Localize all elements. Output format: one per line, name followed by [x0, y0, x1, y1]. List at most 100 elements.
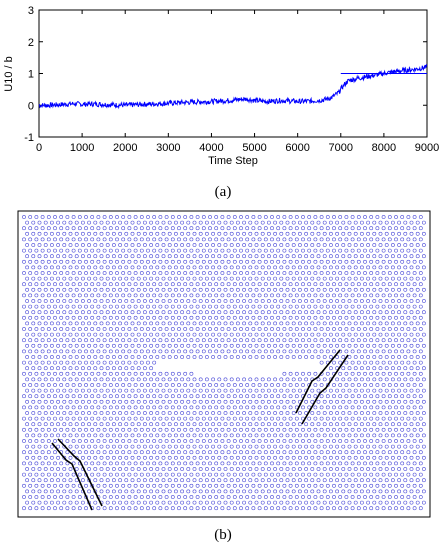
- lattice-point: [282, 259, 287, 264]
- lattice-point: [307, 327, 312, 331]
- lattice-point: [403, 478, 408, 483]
- lattice-point: [353, 377, 358, 382]
- lattice-point: [102, 360, 107, 365]
- lattice-point: [319, 271, 324, 275]
- lattice-point: [53, 495, 57, 499]
- lattice-point: [115, 338, 119, 343]
- lattice-point: [338, 248, 343, 253]
- lattice-point: [136, 500, 141, 505]
- lattice-point: [77, 248, 82, 253]
- lattice-point: [390, 243, 395, 247]
- lattice-point: [142, 478, 147, 483]
- lattice-point: [74, 366, 79, 371]
- lattice-point: [307, 483, 312, 488]
- lattice-point: [400, 394, 405, 399]
- lattice-point: [183, 248, 188, 253]
- lattice-point: [220, 495, 225, 499]
- lattice-point: [34, 327, 39, 331]
- lattice-point: [146, 259, 150, 264]
- lattice-point: [74, 254, 79, 259]
- lattice-point: [325, 271, 330, 275]
- lattice-point: [291, 433, 296, 438]
- lattice-point: [152, 450, 157, 455]
- lattice-point: [288, 237, 293, 242]
- lattice-point: [167, 411, 172, 415]
- lattice-point: [139, 483, 144, 488]
- lattice-point: [217, 467, 222, 471]
- lattice-point: [390, 265, 395, 270]
- lattice-point: [173, 254, 178, 259]
- lattice-point: [266, 422, 271, 427]
- lattice-point: [381, 248, 386, 253]
- lattice-point: [127, 338, 132, 343]
- lattice-point: [71, 439, 76, 443]
- lattice-point: [301, 483, 305, 488]
- lattice-point: [173, 433, 178, 438]
- lattice-point: [338, 282, 343, 287]
- lattice-point: [124, 276, 129, 281]
- lattice-point: [353, 422, 358, 427]
- lattice-point: [149, 332, 154, 337]
- lattice-point: [25, 343, 30, 348]
- lattice-point: [260, 321, 265, 326]
- lattice-point: [146, 271, 150, 275]
- lattice-point: [149, 321, 154, 326]
- lattice-point: [56, 276, 61, 281]
- lattice-point: [93, 265, 98, 270]
- lattice-point: [34, 483, 39, 488]
- lattice-point: [180, 265, 185, 270]
- lattice-point: [415, 343, 420, 348]
- lattice-point: [279, 444, 284, 449]
- lattice-point: [87, 265, 92, 270]
- lattice-point: [96, 483, 101, 488]
- lattice-point: [350, 271, 355, 275]
- lattice-point: [310, 265, 315, 270]
- lattice-point: [189, 349, 194, 354]
- lattice-point: [270, 450, 274, 455]
- lattice-point: [291, 310, 296, 315]
- lattice-point: [291, 467, 296, 471]
- lattice-point: [288, 259, 293, 264]
- lattice-point: [198, 455, 203, 460]
- lattice-point: [366, 343, 371, 348]
- lattice-point: [68, 467, 73, 471]
- lattice-point: [344, 427, 349, 432]
- lattice-point: [239, 215, 243, 219]
- lattice-point: [223, 220, 228, 225]
- lattice-point: [335, 422, 340, 427]
- lattice-point: [87, 276, 92, 281]
- lattice-point: [279, 467, 284, 471]
- lattice-point: [46, 293, 51, 298]
- lattice-point: [301, 461, 305, 466]
- lattice-point: [372, 276, 377, 281]
- lattice-point: [387, 271, 392, 275]
- lattice-point: [121, 327, 126, 331]
- lattice-point: [133, 349, 138, 354]
- lattice-point: [418, 237, 423, 242]
- lattice-point: [294, 237, 299, 242]
- lattice-point: [378, 489, 383, 494]
- lattice-point: [136, 299, 141, 303]
- lattice-point: [251, 383, 256, 387]
- lattice-point: [363, 506, 367, 511]
- lattice-point: [254, 265, 259, 270]
- lattice-point: [198, 433, 203, 438]
- lattice-point: [105, 422, 110, 427]
- lattice-point: [130, 422, 135, 427]
- lattice-point: [378, 422, 383, 427]
- lattice-point: [65, 439, 70, 443]
- lattice-point: [226, 349, 231, 354]
- lattice-point: [359, 355, 364, 359]
- lattice-point: [152, 461, 157, 466]
- lattice-point: [276, 282, 281, 287]
- lattice-point: [217, 321, 222, 326]
- lattice-point: [381, 472, 386, 477]
- lattice-point: [294, 394, 299, 399]
- lattice-point: [71, 394, 76, 399]
- lattice-point: [381, 461, 386, 466]
- lattice-point: [84, 360, 88, 365]
- lattice-point: [325, 461, 330, 466]
- lattice-point: [87, 321, 92, 326]
- lattice-point: [208, 226, 212, 231]
- lattice-point: [359, 500, 364, 505]
